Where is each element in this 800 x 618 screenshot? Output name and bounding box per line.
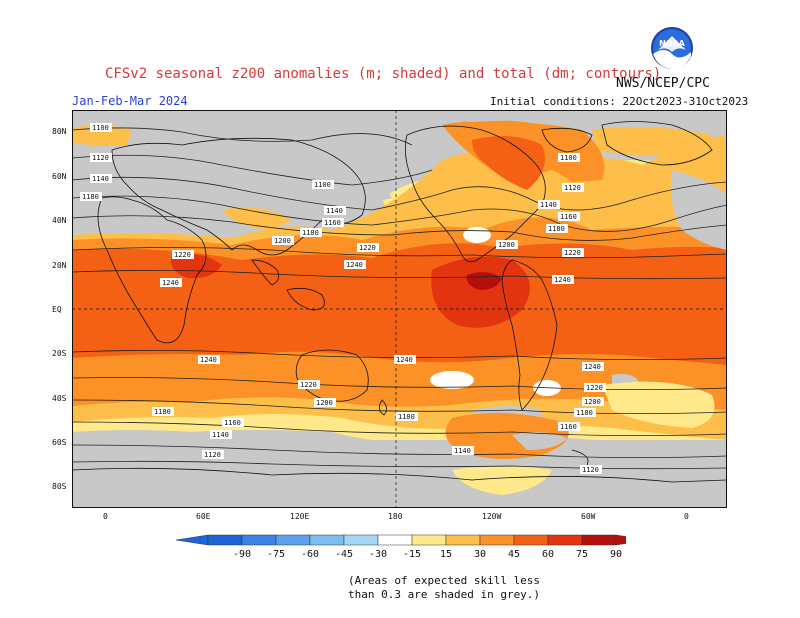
lon-label: 60E [196,512,211,521]
coastlines [72,121,727,483]
contour-label: 1240 [584,363,601,371]
colorbar-swatch [581,534,617,546]
lat-label: 20N [52,261,67,270]
contour-label: 1120 [582,466,599,474]
contour-label: 1180 [576,409,593,417]
colorbar-tick-label: 90 [610,549,622,560]
lat-label: 20S [52,349,67,358]
height-contours [72,127,727,470]
colorbar-tick-label: -45 [335,549,353,560]
colorbar-tick-label: -30 [369,549,387,560]
colorbar-swatch [275,534,311,546]
contour-label: 1200 [316,399,333,407]
initial-conditions: Initial conditions: 22Oct2023-31Oct2023 [490,95,749,108]
contour-label: 1180 [302,229,319,237]
lat-label: 80N [52,127,67,136]
contour-label: 1160 [324,219,341,227]
contour-label: 1200 [584,398,601,406]
colorbar-swatch [309,534,345,546]
contour-label: 1160 [560,213,577,221]
contour-label: 1200 [274,237,291,245]
lat-label: 60S [52,438,67,447]
contour-label: 1140 [326,207,343,215]
colorbar-arrow-left [175,534,209,546]
lat-label: EQ [52,305,62,314]
anomaly-shading-75-90 [171,253,530,328]
lat-label: 80S [52,482,67,491]
colorbar-tick-label: -75 [267,549,285,560]
contour-label: 1120 [92,154,109,162]
contour-label: 1100 [92,124,109,132]
colorbar-tick-label: 60 [542,549,554,560]
colorbar-swatch [547,534,583,546]
contour-label: 1220 [174,251,191,259]
contour-label: 1240 [162,279,179,287]
colorbar-tick-label: -15 [403,549,421,560]
colorbar-tick-label: 45 [508,549,520,560]
colorbar-swatch [241,534,277,546]
lon-label: 60W [581,512,596,521]
colorbar-swatch [513,534,549,546]
contour-label: 1140 [540,201,557,209]
contour-label: 1200 [498,241,515,249]
anomaly-map: 1100 1120 1140 1180 1100 1140 1160 1180 … [72,110,727,508]
contour-label: 1240 [200,356,217,364]
season-label: Jan-Feb-Mar 2024 [72,94,188,108]
contour-label: 1140 [212,431,229,439]
skill-note: (Areas of expected skill less than 0.3 a… [348,574,540,602]
colorbar-tick-label: -60 [301,549,319,560]
colorbar-swatch [207,534,243,546]
contour-label: 1160 [224,419,241,427]
colorbar-swatch [343,534,379,546]
colorbar-swatch [445,534,481,546]
southern-ocean-shading [445,381,715,495]
lon-label: 120E [290,512,310,521]
colorbar-tick-label: 30 [474,549,486,560]
colorbar-arrow-right [615,534,626,546]
agency-label: NWS/NCEP/CPC [616,76,710,91]
colorbar-swatch [479,534,515,546]
lat-label: 40N [52,216,67,225]
lon-label: 120W [482,512,502,521]
contour-label: 1180 [398,413,415,421]
colorbar: -90 -75 -60 -45 -30 -15 15 30 45 60 75 90 [175,534,626,560]
colorbar-tick-label: 75 [576,549,588,560]
logo-text: NOAA [659,39,685,48]
colorbar-tick-label: 15 [440,549,452,560]
contour-label: 1100 [314,181,331,189]
lat-label: 40S [52,394,67,403]
skill-note-line-1: (Areas of expected skill less [348,574,541,587]
contour-label: 1140 [454,447,471,455]
contour-label: 1240 [396,356,413,364]
map-frame [72,110,727,508]
lon-label: 0 [103,512,108,521]
contour-label: 1220 [564,249,581,257]
contour-label: 1240 [346,261,363,269]
contour-label: 1180 [548,225,565,233]
colorbar-swatch [411,534,447,546]
noaa-logo-icon: NOAA [651,27,693,70]
lon-label: 180 [388,512,403,521]
contour-label: 1120 [204,451,221,459]
contour-label: 1220 [300,381,317,389]
lon-label: 0 [684,512,689,521]
lat-label: 60N [52,172,67,181]
contour-label: 1220 [359,244,376,252]
contour-label: 1140 [92,175,109,183]
contour-label: 1180 [82,193,99,201]
contour-label: 1180 [154,408,171,416]
contour-label: 1240 [554,276,571,284]
contour-labels: 1100 1120 1140 1180 1100 1140 1160 1180 … [80,123,606,474]
contour-label: 1220 [586,384,603,392]
contour-label: 1120 [564,184,581,192]
colorbar-tick-label: -90 [233,549,251,560]
map-title: CFSv2 seasonal z200 anomalies (m; shaded… [105,66,662,82]
colorbar-swatch [377,534,413,546]
contour-label: 1100 [560,154,577,162]
anomaly-shading-60-75 [72,136,727,365]
skill-note-line-2: than 0.3 are shaded in grey.) [348,588,541,601]
contour-label: 1160 [560,423,577,431]
